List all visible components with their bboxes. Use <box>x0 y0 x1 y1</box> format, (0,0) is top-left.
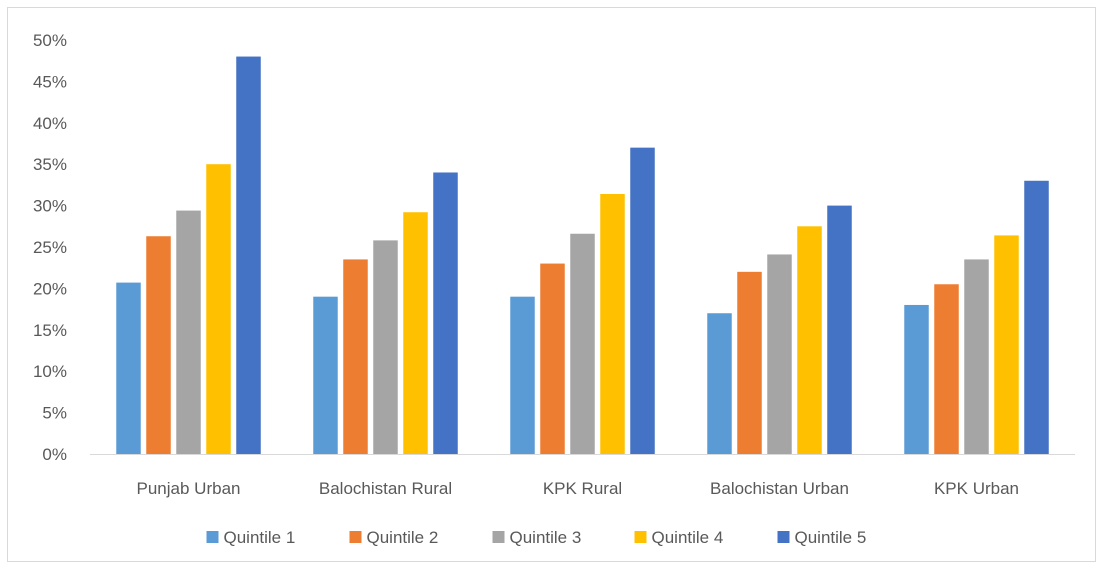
y-tick-label: 50% <box>33 31 67 50</box>
bar <box>797 226 822 454</box>
legend-label: Quintile 3 <box>510 528 582 547</box>
bar <box>403 212 428 454</box>
legend-swatch <box>777 531 790 543</box>
bar <box>176 210 201 454</box>
legend-label: Quintile 2 <box>367 528 439 547</box>
y-tick-label: 0% <box>42 445 67 464</box>
legend: Quintile 1 Quintile 2 Quintile 3 Quintile 4… <box>206 528 867 547</box>
x-tick-label: Punjab Urban <box>137 479 241 498</box>
y-tick-label: 40% <box>33 114 67 133</box>
y-axis: 0% 5% 10% 15% 20% 25% 30% 35% 40% 45% 50% <box>33 31 67 464</box>
bar <box>904 304 929 454</box>
bar <box>767 254 792 454</box>
x-tick-label: KPK Urban <box>934 479 1019 498</box>
legend-label: Quintile 1 <box>224 528 296 547</box>
legend-label: Quintile 4 <box>652 528 724 547</box>
bar <box>994 235 1019 454</box>
y-tick-label: 25% <box>33 238 67 257</box>
bar <box>206 164 231 454</box>
bar <box>964 259 989 454</box>
x-axis: Punjab Urban Balochistan Rural KPK Rural Ba… <box>90 454 1075 498</box>
bar <box>570 233 595 454</box>
bar <box>236 56 261 455</box>
bar <box>630 147 655 454</box>
bar <box>373 240 398 454</box>
y-tick-label: 10% <box>33 362 67 381</box>
x-tick-label: Balochistan Rural <box>319 479 452 498</box>
legend-swatch <box>206 531 219 543</box>
x-tick-label: KPK Rural <box>543 479 622 498</box>
legend-swatch <box>349 531 362 543</box>
legend-item: Quintile 1 <box>206 528 296 547</box>
y-tick-label: 5% <box>42 404 67 423</box>
legend-swatch <box>634 531 647 543</box>
bar <box>313 296 338 454</box>
bar <box>827 205 852 454</box>
bar <box>343 259 368 454</box>
bar <box>707 313 732 454</box>
bar <box>934 284 959 454</box>
y-tick-label: 45% <box>33 72 67 91</box>
bar <box>116 282 141 454</box>
bar <box>510 296 535 454</box>
y-tick-label: 35% <box>33 155 67 174</box>
y-tick-label: 15% <box>33 321 67 340</box>
y-tick-label: 30% <box>33 197 67 216</box>
bar <box>540 263 565 454</box>
legend-item: Quintile 3 <box>492 528 582 547</box>
bar <box>600 194 625 454</box>
legend-item: Quintile 5 <box>777 528 867 547</box>
legend-item: Quintile 4 <box>634 528 724 547</box>
legend-label: Quintile 5 <box>795 528 867 547</box>
y-tick-label: 20% <box>33 279 67 298</box>
bar <box>737 271 762 454</box>
legend-item: Quintile 2 <box>349 528 439 547</box>
bar <box>1024 180 1049 454</box>
x-tick-label: Balochistan Urban <box>710 479 849 498</box>
bar <box>433 172 458 455</box>
bars <box>116 56 1049 455</box>
bar <box>146 236 171 454</box>
legend-swatch <box>492 531 505 543</box>
